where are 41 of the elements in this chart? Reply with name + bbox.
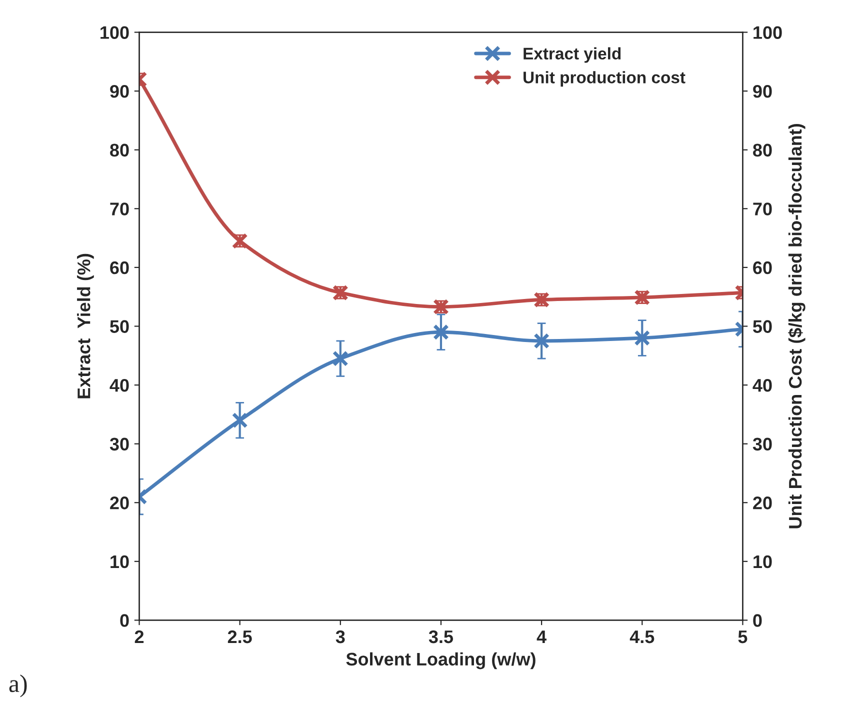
y2-tick-label: 50 [753, 320, 772, 333]
y-tick-label: 40 [110, 378, 129, 392]
legend-label: Unit production cost [524, 71, 686, 87]
point [332, 284, 348, 301]
y2-tick-label: 80 [753, 144, 772, 157]
point [534, 332, 550, 349]
point [534, 292, 550, 308]
y-tick-label: 90 [110, 84, 129, 98]
text: a) [9, 674, 27, 698]
y2-tick-label: 30 [752, 438, 772, 451]
y-tick-label: 20 [110, 496, 129, 510]
y2-tick-label: 100 [754, 26, 782, 39]
x-axis-title: Solvent Loading (w/w) [346, 652, 536, 670]
x-tick-label: 3 [336, 630, 345, 644]
x-tick-label: 4 [536, 630, 546, 644]
y2-tick-label: 0 [753, 614, 762, 627]
y-tick-label: 100 [100, 26, 129, 39]
y2-tick-label: 20 [753, 496, 772, 510]
y2-axis-title: Unit Production Cost ($/kg dried bio-flocculant) [788, 124, 806, 528]
x-tick-label: 2 [134, 630, 144, 644]
y-tick-label: 60 [110, 261, 129, 274]
legend-label: Extract yield [524, 47, 621, 63]
point [332, 350, 348, 367]
point [433, 298, 449, 315]
y-axis-title: Extract Yield (%) [77, 254, 94, 398]
y-tick-label: 0 [120, 614, 129, 627]
x-tick-label: 3.5 [428, 630, 454, 644]
y2-tick-label: 90 [753, 84, 772, 98]
y-tick-label: 10 [110, 555, 129, 568]
y-tick-label: 80 [110, 144, 129, 157]
y-tick-label: 50 [110, 320, 129, 333]
x-tick-label: 5 [738, 630, 748, 644]
x-tick-label: 2.5 [228, 630, 252, 644]
y-tick-label: 70 [110, 202, 129, 216]
point [433, 324, 449, 340]
y2-tick-label: 40 [752, 378, 772, 392]
x-tick-label: 4.5 [630, 630, 654, 644]
y2-tick-label: 70 [753, 202, 772, 216]
y2-tick-label: 60 [753, 261, 772, 274]
y-tick-label: 30 [110, 438, 129, 451]
y2-tick-label: 10 [754, 555, 772, 568]
